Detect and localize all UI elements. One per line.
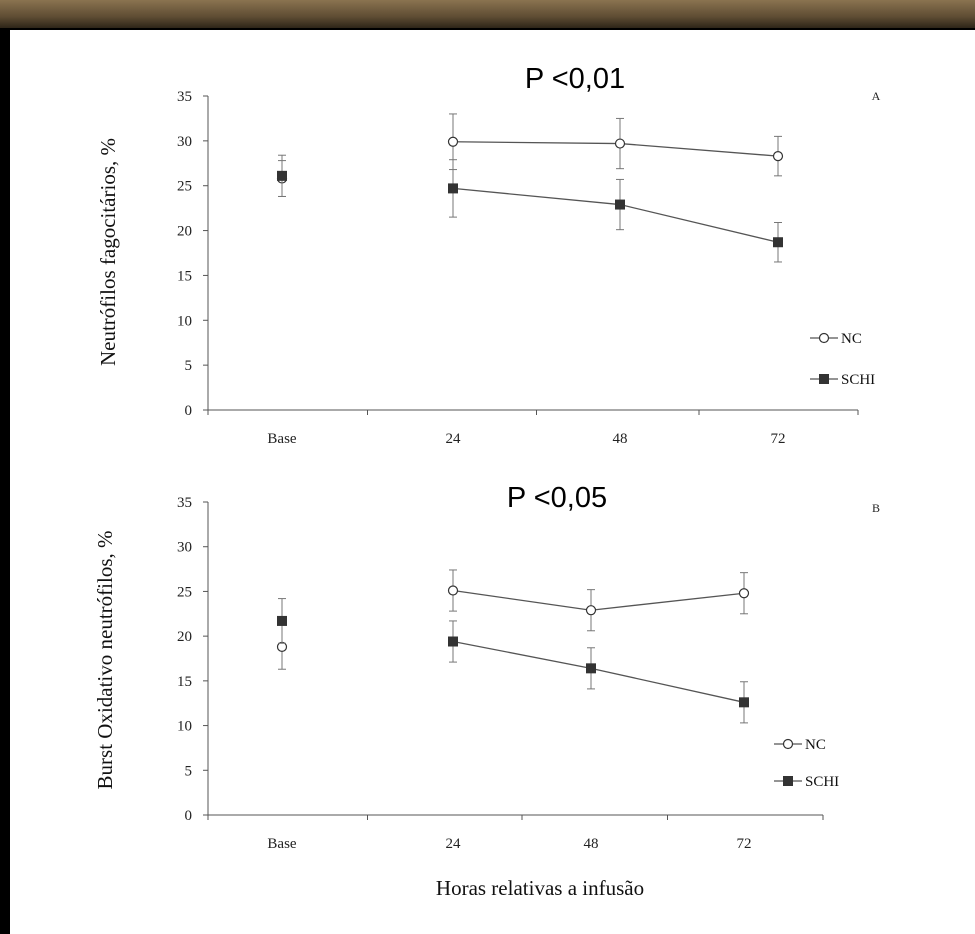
data-point-nc [447, 585, 459, 596]
series-nc [276, 113, 784, 197]
chart-panel-a: 0 5 10 15 20 25 30 35 Base 24 48 72 Neutrófilos fago… [96, 63, 881, 447]
legend-label-nc: NC [841, 331, 862, 347]
x-tick-label: 48 [613, 431, 628, 447]
y-tick-label: 30 [177, 134, 192, 150]
y-tick-label: 0 [185, 403, 193, 419]
legend-label-schi: SCHI [805, 774, 839, 790]
data-point-schi [277, 615, 287, 626]
y-axis-label: Neutrófilos fagocitários, % [96, 138, 120, 366]
x-tick-label: Base [267, 431, 297, 447]
series-nc [276, 569, 750, 670]
top-decorative-bar [0, 0, 975, 28]
y-tick-label: 25 [177, 179, 192, 195]
data-point-schi [739, 697, 749, 708]
y-tick-label: 20 [177, 629, 192, 645]
legend: NC SCHI [810, 331, 875, 388]
p-value-annotation: P <0,01 [525, 63, 625, 95]
data-point-schi [448, 636, 458, 647]
y-tick-label: 0 [185, 808, 193, 824]
data-point-schi [448, 183, 458, 194]
x-tick-label: Base [267, 836, 297, 852]
x-axis-label: Horas relativas a infusão [436, 876, 644, 900]
data-point-nc [614, 138, 626, 149]
y-tick-label: 20 [177, 224, 192, 240]
x-tick-label: 72 [737, 836, 752, 852]
legend-marker-schi [783, 776, 793, 786]
panel-letter: A [872, 89, 881, 103]
slide-canvas: 0 5 10 15 20 25 30 35 Base 24 48 72 Neutrófilos fago… [10, 30, 975, 934]
series-schi [277, 598, 749, 724]
series-line [452, 589, 745, 611]
y-tick-label: 35 [177, 495, 192, 511]
data-point-schi [277, 170, 287, 181]
data-point-nc [447, 136, 459, 147]
y-tick-label: 15 [177, 674, 192, 690]
data-point-schi [586, 663, 596, 674]
y-tick-label: 25 [177, 584, 192, 600]
data-point-nc [585, 605, 597, 616]
x-tick-label: 72 [771, 431, 786, 447]
x-tick-label: 24 [446, 431, 462, 447]
y-axis-label: Burst Oxidativo neutrófilos, % [93, 531, 117, 790]
p-value-annotation: P <0,05 [507, 482, 607, 514]
charts-figure: 0 5 10 15 20 25 30 35 Base 24 48 72 Neutrófilos fago… [93, 63, 881, 900]
legend-marker-schi [819, 374, 829, 384]
legend-label-schi: SCHI [841, 372, 875, 388]
y-tick-label: 10 [177, 313, 192, 329]
x-tick-label: 24 [446, 836, 462, 852]
y-tick-label: 5 [185, 358, 193, 374]
chart-panel-b: 0 5 10 15 20 25 30 35 Base 24 48 72 Burst Oxidativo … [93, 482, 880, 900]
series-line [452, 187, 779, 243]
y-tick-label: 15 [177, 268, 192, 284]
y-tick-label: 10 [177, 719, 192, 735]
legend-marker-nc [782, 738, 794, 750]
legend-label-nc: NC [805, 737, 826, 753]
data-point-schi [615, 199, 625, 210]
data-point-schi [773, 237, 783, 248]
panel-letter: B [872, 501, 880, 515]
series-schi [277, 154, 783, 263]
y-tick-label: 35 [177, 89, 192, 105]
data-point-nc [738, 588, 750, 599]
y-tick-label: 5 [185, 763, 193, 779]
series-line [452, 640, 745, 703]
legend-marker-nc [818, 332, 830, 344]
legend: NC SCHI [774, 737, 839, 790]
data-point-nc [772, 151, 784, 162]
x-tick-label: 48 [584, 836, 599, 852]
y-tick-label: 30 [177, 540, 192, 556]
